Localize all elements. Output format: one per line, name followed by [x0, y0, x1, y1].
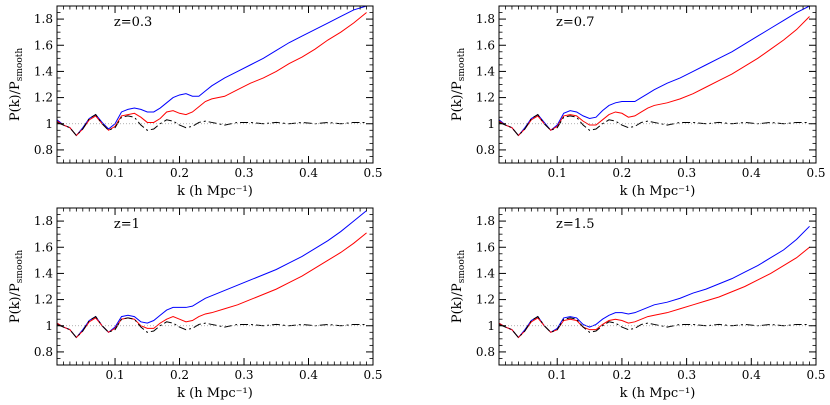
x-tick-label: 0.2	[612, 166, 631, 180]
y-tick-label: 1.8	[34, 214, 53, 228]
x-tick-label: 0.2	[170, 368, 189, 382]
series-line-1	[499, 6, 810, 137]
y-tick-label: 0.8	[34, 345, 53, 359]
x-tick-label: 0.3	[677, 368, 696, 382]
x-axis-label: k (h Mpc⁻¹)	[620, 184, 696, 199]
redshift-label: z=1	[114, 217, 140, 232]
y-axis-label: P(k)/Psmooth	[450, 48, 467, 122]
y-tick-label: 1.2	[476, 293, 495, 307]
x-tick-label: 0.2	[170, 166, 189, 180]
y-tick-label: 1.4	[476, 64, 495, 78]
plot-area	[499, 225, 816, 339]
x-tick-label: 0.3	[677, 166, 696, 180]
x-tick-label: 0.5	[363, 166, 382, 180]
x-tick-label: 0.3	[234, 166, 253, 180]
y-tick-label: 1.4	[34, 64, 53, 78]
x-tick-label: 0.3	[234, 368, 253, 382]
redshift-label: z=0.3	[114, 15, 152, 30]
y-tick-label: 1.6	[34, 38, 53, 52]
x-tick-label: 0.4	[299, 166, 318, 180]
x-tick-label: 0.4	[742, 166, 761, 180]
x-axis-label: k (h Mpc⁻¹)	[177, 386, 253, 401]
y-tick-label: 1.6	[476, 240, 495, 254]
y-tick-label: 1.4	[34, 266, 53, 280]
x-tick-label: 0.5	[363, 368, 382, 382]
x-tick-label: 0.2	[612, 368, 631, 382]
y-tick-label: 1.6	[476, 38, 495, 52]
x-tick-label: 0.1	[105, 368, 124, 382]
series-line-3	[499, 315, 810, 339]
y-axis-label: P(k)/Psmooth	[8, 250, 25, 324]
y-tick-label: 0.8	[476, 143, 495, 157]
series-line-2	[499, 16, 810, 137]
x-tick-label: 0.4	[299, 368, 318, 382]
y-tick-label: 1	[45, 319, 53, 333]
x-tick-label: 0.5	[806, 368, 825, 382]
y-tick-label: 1.2	[34, 91, 53, 105]
series-line-1	[57, 210, 367, 339]
y-tick-label: 1	[45, 117, 53, 131]
y-tick-label: 1.6	[34, 240, 53, 254]
x-tick-label: 0.1	[548, 368, 567, 382]
series-line-2	[57, 232, 367, 339]
chart-panel-2: 0.1 0.2 0.3 0.4 0.5 0.8 1 1.2 1.4 1.6 1.8 z=0.7 k (h…	[450, 5, 826, 199]
y-tick-label: 0.8	[34, 143, 53, 157]
x-tick-label: 0.4	[742, 368, 761, 382]
chart-panel-1: 0.1 0.2 0.3 0.4 0.5 0.8 1 1.2 1.4 1.6 1.8 z=0.3 k (h…	[8, 5, 383, 199]
series-line-3	[57, 113, 367, 137]
series-line-3	[57, 315, 367, 339]
series-line-1	[57, 6, 367, 137]
y-tick-label: 1.4	[476, 266, 495, 280]
y-tick-label: 0.8	[476, 345, 495, 359]
chart-panel-4: 0.1 0.2 0.3 0.4 0.5 0.8 1 1.2 1.4 1.6 1.8 z=1.5 k (h…	[450, 207, 826, 401]
series-line-2	[57, 12, 367, 137]
y-tick-label: 1.2	[476, 91, 495, 105]
chart-panel-3: 0.1 0.2 0.3 0.4 0.5 0.8 1 1.2 1.4 1.6 1.8 z=1 k (h M…	[8, 207, 383, 401]
redshift-label: z=1.5	[556, 217, 594, 232]
plot-frame	[56, 207, 374, 366]
plot-area	[57, 6, 373, 137]
x-tick-label: 0.5	[806, 166, 825, 180]
plot-frame	[498, 207, 817, 366]
series-line-1	[499, 225, 810, 339]
y-axis-label: P(k)/Psmooth	[8, 48, 25, 122]
series-line-2	[499, 246, 810, 339]
plot-area	[57, 210, 373, 339]
series-line-3	[499, 113, 810, 137]
y-tick-label: 1	[487, 319, 495, 333]
y-tick-label: 1.8	[476, 214, 495, 228]
x-tick-label: 0.1	[105, 166, 124, 180]
plot-area	[499, 6, 816, 137]
y-axis-label: P(k)/Psmooth	[450, 250, 467, 324]
y-tick-label: 1	[487, 117, 495, 131]
redshift-label: z=0.7	[556, 15, 594, 30]
plot-frame	[56, 5, 374, 164]
x-tick-label: 0.1	[548, 166, 567, 180]
y-tick-label: 1.8	[34, 12, 53, 26]
x-axis-label: k (h Mpc⁻¹)	[620, 386, 696, 401]
x-axis-label: k (h Mpc⁻¹)	[177, 184, 253, 199]
y-tick-label: 1.8	[476, 12, 495, 26]
y-tick-label: 1.2	[34, 293, 53, 307]
